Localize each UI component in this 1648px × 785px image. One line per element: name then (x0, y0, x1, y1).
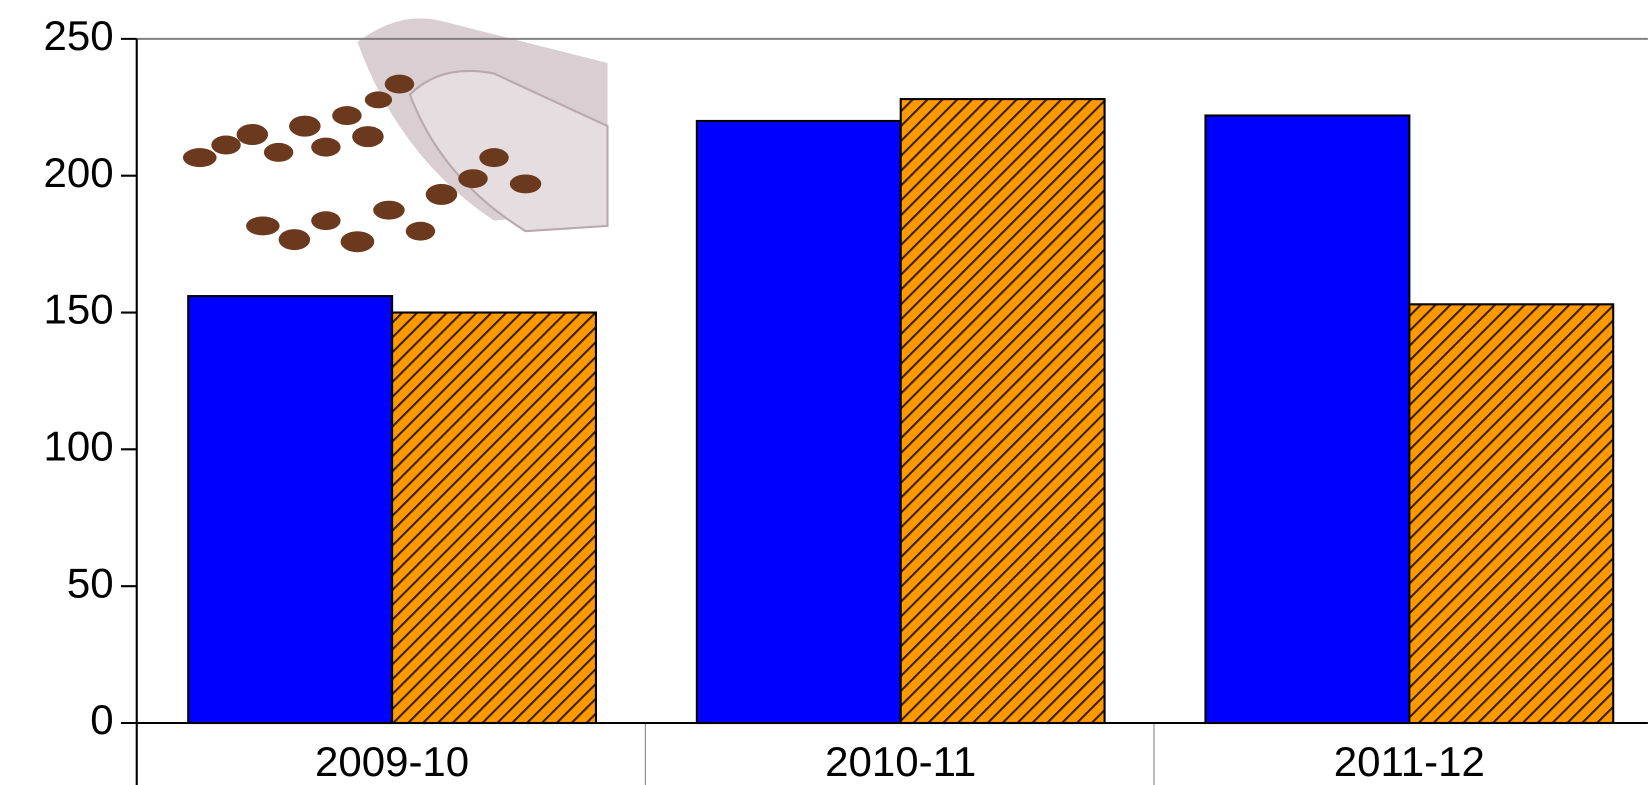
bar (1204, 114, 1411, 725)
coffee-money-illustration (182, 18, 609, 253)
bar (1408, 303, 1615, 725)
y-tick-label: 100 (44, 422, 114, 469)
bar (391, 311, 598, 725)
x-tick-label: 2011-12 (1334, 738, 1485, 785)
y-tick-label: 50 (67, 559, 114, 606)
x-tick-label: 2009-10 (315, 738, 469, 785)
y-tick-label: 200 (44, 149, 114, 196)
y-tick-label: 250 (44, 12, 114, 59)
y-tick-label: 150 (44, 286, 114, 333)
bar (187, 295, 394, 725)
bar (899, 98, 1106, 725)
bar (695, 119, 902, 725)
y-tick-label: 0 (90, 696, 113, 743)
x-tick-label: 2010-11 (825, 738, 976, 785)
